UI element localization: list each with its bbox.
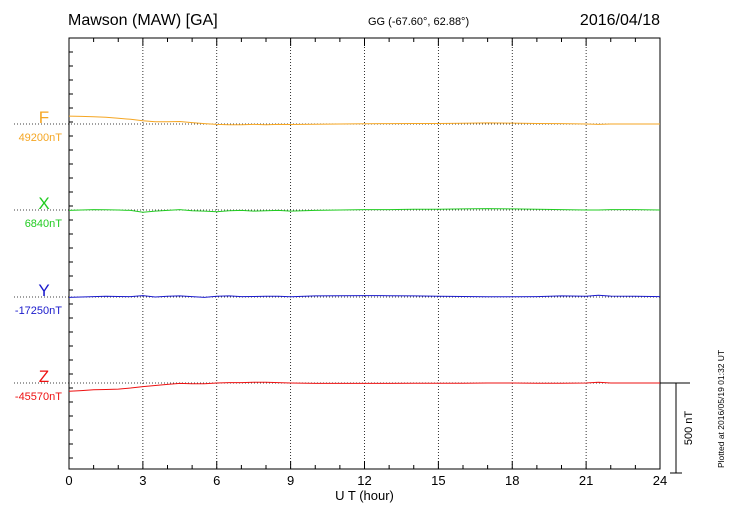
baseline-value-x: 6840nT: [25, 218, 63, 230]
x-tick-label-9: 9: [287, 473, 294, 488]
x-axis-label: U T (hour): [335, 488, 394, 503]
x-tick-label-15: 15: [431, 473, 445, 488]
series-line-x: [68, 208, 661, 213]
x-tick-label-0: 0: [65, 473, 72, 488]
x-tick-label-3: 3: [139, 473, 146, 488]
observation-date: 2016/04/18: [579, 12, 660, 29]
series-line-f: [68, 115, 660, 126]
geographic-coordinates: GG (-67.60°, 62.88°): [368, 16, 470, 28]
series-name-x: X: [38, 194, 49, 213]
x-tick-label-18: 18: [505, 473, 519, 488]
x-tick-label-24: 24: [653, 473, 667, 488]
baseline-value-z: -45570nT: [15, 391, 62, 403]
series-line-y: [68, 294, 661, 298]
baseline-value-y: -17250nT: [15, 305, 62, 317]
plotted-timestamp: Plotted at 2016/05/19 01:32 UT: [716, 349, 726, 468]
series-name-z: Z: [39, 367, 49, 386]
baseline-value-f: 49200nT: [19, 132, 63, 144]
series-name-y: Y: [38, 281, 49, 300]
x-tick-label-6: 6: [213, 473, 220, 488]
series-line-z: [68, 381, 660, 392]
x-tick-label-12: 12: [357, 473, 371, 488]
x-tick-label-21: 21: [579, 473, 593, 488]
series-name-f: F: [39, 108, 49, 127]
scale-bar-label: 500 nT: [683, 411, 695, 446]
station-title: Mawson (MAW) [GA]: [68, 12, 218, 29]
